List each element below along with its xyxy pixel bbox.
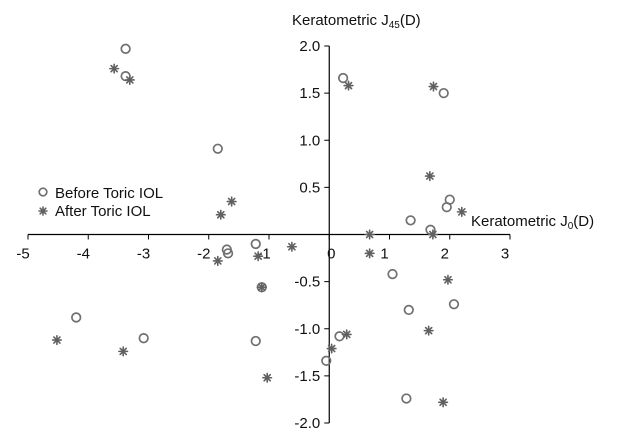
- star-stroke: [429, 230, 437, 239]
- after-toric-point: [256, 282, 267, 293]
- x-tick-label: 3: [501, 246, 509, 263]
- after-toric-point: [118, 346, 129, 357]
- star-stroke: [254, 252, 262, 261]
- legend: Before Toric IOL After Toric IOL: [38, 185, 163, 220]
- y-axis-title-main: Keratometric J: [292, 12, 389, 29]
- x-tick-label: -3: [137, 246, 150, 263]
- x-axis-title-unit: (D): [573, 213, 594, 230]
- y-tick-label: 0.5: [299, 179, 320, 196]
- before-toric-point: [438, 87, 449, 99]
- after-toric-point: [262, 372, 273, 383]
- before-toric-point: [120, 43, 131, 54]
- after-toric-point: [215, 209, 226, 220]
- y-tick-label: 1.5: [299, 85, 320, 102]
- after-toric-point: [364, 248, 375, 259]
- before-toric-point: [448, 299, 460, 310]
- star-stroke: [288, 242, 296, 251]
- legend-label-after: After Toric IOL: [55, 203, 151, 220]
- after-toric-point: [428, 81, 439, 92]
- y-axis-title-sub: 45: [389, 20, 401, 31]
- x-tick-label: 0: [327, 246, 335, 263]
- star-stroke: [216, 210, 225, 219]
- after-toric-point: [124, 74, 135, 86]
- y-tick-label: -1.5: [294, 368, 320, 385]
- star-stroke: [457, 208, 466, 216]
- y-tick-label: -0.5: [294, 274, 320, 291]
- x-tick-label: -4: [77, 246, 90, 263]
- before-toric-point: [138, 333, 149, 344]
- after-toric-point: [212, 255, 223, 266]
- star-stroke: [263, 373, 272, 382]
- after-toric-point: [286, 241, 297, 252]
- legend-marker-after: [38, 206, 48, 216]
- after-toric-point: [442, 274, 454, 285]
- before-toric-point: [401, 393, 412, 404]
- x-axis-title-main: Keratometric J: [471, 213, 568, 230]
- star-stroke: [119, 347, 128, 356]
- star-stroke: [342, 330, 351, 339]
- x-axis-title-sub: 0: [568, 221, 574, 232]
- legend-marker-before: [38, 187, 48, 197]
- before-toric-point: [403, 304, 414, 316]
- y-tick-label: 2.0: [299, 38, 320, 55]
- star-stroke: [429, 82, 438, 91]
- star-stroke: [365, 249, 374, 258]
- star-stroke: [439, 398, 447, 407]
- y-axis-title-unit: (D): [400, 12, 421, 29]
- star-stroke: [39, 207, 47, 215]
- tick-labels: -5 -4 -3 -2 -1 0 1 2 32.01.51.00.5-0.5-1.0-1.5-2…: [16, 38, 509, 431]
- x-tick-label: -5: [16, 246, 29, 263]
- after-toric-point: [343, 80, 354, 91]
- before-toric-point: [405, 215, 416, 226]
- x-axis-title: Keratometric J0(D): [471, 213, 594, 232]
- before-toric-point: [321, 355, 332, 366]
- star-stroke: [365, 230, 374, 239]
- star-stroke: [125, 76, 134, 84]
- after-toric-point: [341, 329, 352, 340]
- after-toric-point: [364, 229, 375, 240]
- data-points: [51, 43, 467, 408]
- before-toric-point: [337, 72, 349, 84]
- after-toric-point: [424, 170, 435, 182]
- after-toric-point: [423, 325, 434, 336]
- y-axis-title: Keratometric J45(D): [292, 12, 421, 31]
- star-stroke: [426, 172, 434, 180]
- before-toric-point: [387, 268, 398, 280]
- before-toric-point: [71, 312, 82, 323]
- after-toric-point: [326, 343, 337, 354]
- y-tick-label: 1.0: [299, 132, 320, 149]
- star-stroke: [227, 197, 236, 206]
- star-stroke: [327, 344, 336, 353]
- y-tick-label: -2.0: [294, 415, 320, 431]
- star-stroke: [213, 257, 222, 265]
- tick-marks: [27, 45, 511, 424]
- after-toric-point: [109, 63, 120, 74]
- star-stroke: [257, 283, 266, 292]
- y-tick-label: -1.0: [294, 321, 320, 338]
- x-tick-label: 2: [441, 246, 449, 263]
- before-toric-point: [250, 238, 261, 250]
- after-toric-point: [438, 397, 449, 408]
- before-toric-point: [212, 143, 223, 154]
- after-toric-point: [427, 229, 438, 240]
- star-stroke: [424, 326, 433, 335]
- legend-label-before: Before Toric IOL: [55, 185, 163, 202]
- after-toric-point: [51, 334, 63, 346]
- before-toric-point: [444, 194, 455, 205]
- after-toric-point: [253, 251, 264, 262]
- x-tick-label: -2: [197, 246, 210, 263]
- before-toric-point: [222, 248, 234, 259]
- after-toric-point: [456, 206, 467, 217]
- before-toric-point: [334, 331, 345, 342]
- x-tick-label: 1: [380, 246, 388, 263]
- star-stroke: [344, 81, 353, 90]
- after-toric-point: [226, 196, 237, 207]
- legend-star-glyph: [38, 206, 48, 216]
- before-toric-point: [250, 335, 261, 347]
- star-stroke: [53, 336, 61, 344]
- star-stroke: [444, 275, 452, 284]
- star-stroke: [110, 64, 118, 73]
